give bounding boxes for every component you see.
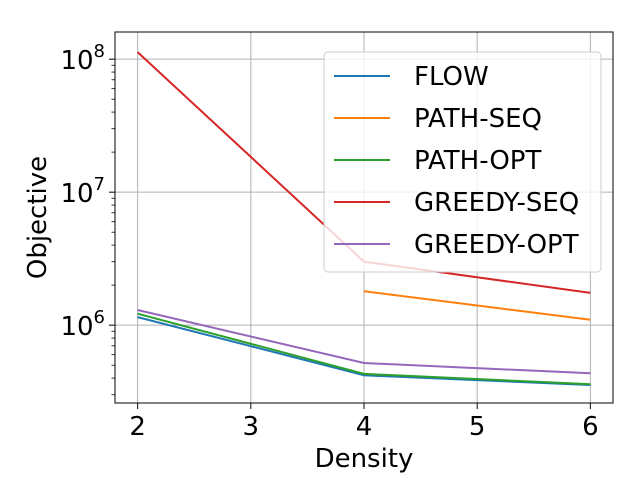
legend-label: GREEDY-OPT bbox=[414, 230, 579, 260]
x-tick-label: 4 bbox=[356, 412, 373, 442]
x-tick-label: 3 bbox=[243, 412, 260, 442]
axis-ticks: 2 3 4 5 6 106 107 108 bbox=[60, 41, 598, 442]
y-tick-label: 108 bbox=[60, 41, 105, 76]
y-tick-label: 107 bbox=[60, 174, 105, 209]
y-axis-label: Objective bbox=[23, 156, 53, 279]
series-line-path-seq bbox=[363, 290, 591, 321]
legend: FLOW PATH-SEQ PATH-OPT GREEDY-SEQ GREEDY-OPT bbox=[323, 51, 602, 273]
x-tick-label: 2 bbox=[129, 412, 146, 442]
legend-label: FLOW bbox=[414, 62, 489, 92]
series-line-path-opt bbox=[137, 312, 591, 386]
series-line-greedy-opt bbox=[137, 309, 591, 375]
x-tick-label: 6 bbox=[582, 412, 599, 442]
legend-label: PATH-OPT bbox=[414, 146, 541, 176]
legend-label: PATH-SEQ bbox=[414, 104, 542, 134]
legend-label: GREEDY-SEQ bbox=[414, 188, 579, 218]
x-axis-label: Density bbox=[315, 444, 414, 474]
x-tick-label: 5 bbox=[469, 412, 486, 442]
y-tick-label: 106 bbox=[60, 307, 105, 342]
legend-box bbox=[323, 51, 602, 273]
